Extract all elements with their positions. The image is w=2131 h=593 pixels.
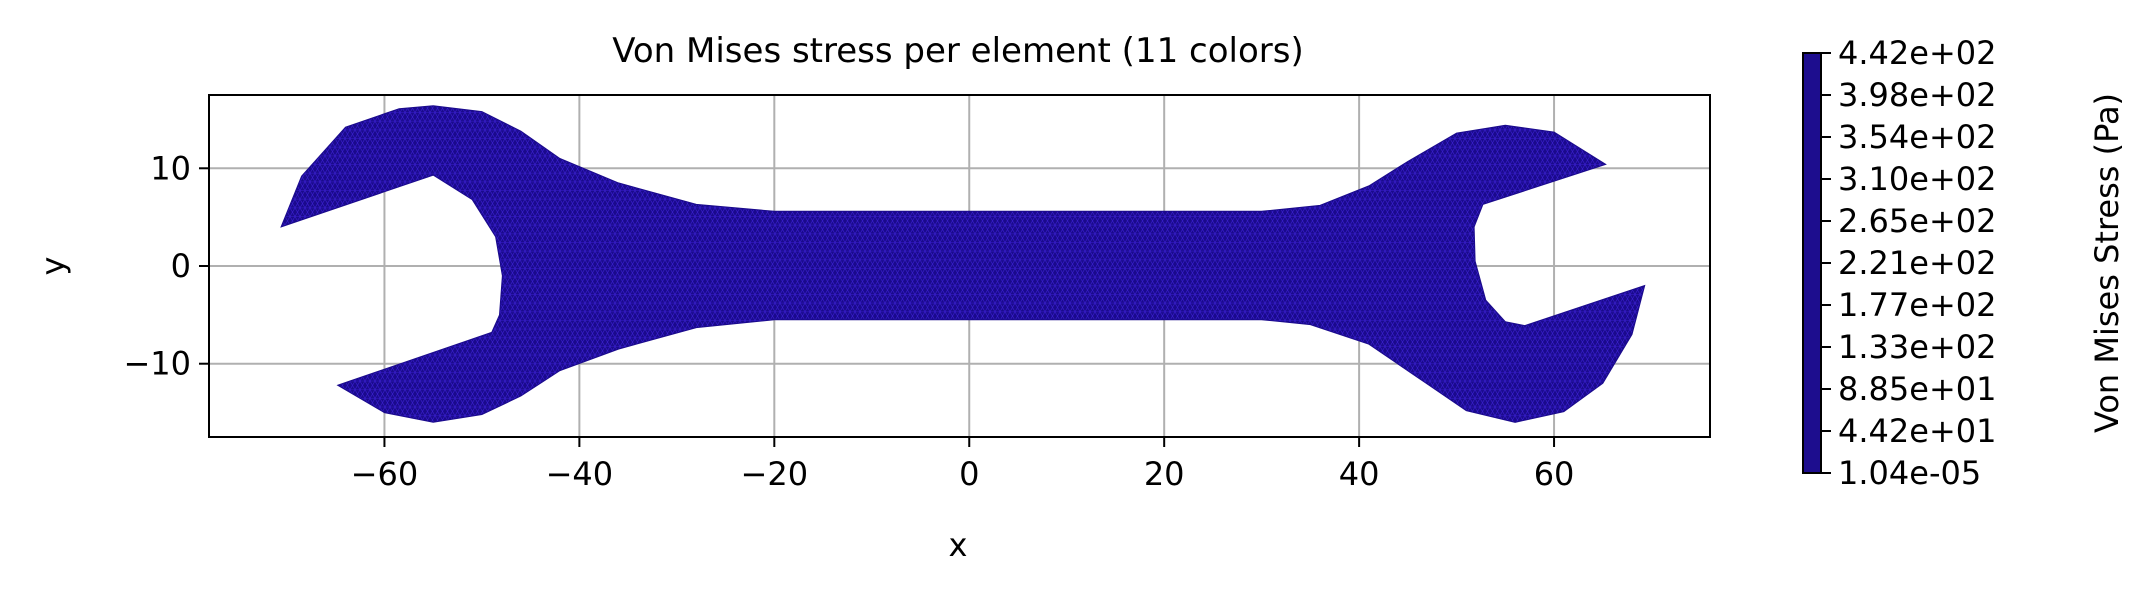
x-tick-label: 0	[959, 455, 979, 493]
x-tick-label: 60	[1534, 455, 1575, 493]
wrench-mesh	[281, 105, 1645, 423]
colorbar-tick-label: 8.85e+01	[1838, 370, 1996, 408]
y-tick-label: 10	[150, 149, 191, 187]
colorbar-tick-label: 1.77e+02	[1838, 286, 1996, 324]
colorbar-tick-label: 3.98e+02	[1838, 76, 1996, 114]
x-tick-label: 20	[1144, 455, 1185, 493]
x-tick-label: 40	[1339, 455, 1380, 493]
wrench-outline	[280, 105, 1646, 423]
colorbar-tick-label: 1.33e+02	[1838, 328, 1996, 366]
y-tick-label: 0	[171, 247, 191, 285]
colorbar-tick-label: 4.42e+01	[1838, 412, 1996, 450]
colorbar-label: Von Mises Stress (Pa)	[2088, 93, 2126, 433]
y-axis: 10 0 −10	[123, 149, 209, 383]
x-axis: −60 −40 −20 0 20 40 60	[351, 437, 1575, 493]
colorbar-ticks: 4.42e+02 3.98e+02 3.54e+02 3.10e+02 2.65e+02…	[1821, 34, 1996, 492]
colorbar-tick-label: 2.21e+02	[1838, 244, 1996, 282]
x-tick-label: −40	[546, 455, 614, 493]
colorbar-tick-label: 1.04e-05	[1838, 454, 1981, 492]
colorbar-tick-label: 3.54e+02	[1838, 118, 1996, 156]
y-axis-label: y	[34, 257, 72, 276]
chart-title: Von Mises stress per element (11 colors)	[612, 31, 1303, 71]
x-tick-label: −20	[741, 455, 809, 493]
colorbar-tick-label: 3.10e+02	[1838, 160, 1996, 198]
x-axis-label: x	[949, 526, 968, 564]
colorbar	[1802, 52, 1822, 474]
colorbar-tick-label: 4.42e+02	[1838, 34, 1996, 72]
x-tick-label: −60	[351, 455, 419, 493]
colorbar-tick-label: 2.65e+02	[1838, 202, 1996, 240]
y-tick-label: −10	[123, 345, 191, 383]
